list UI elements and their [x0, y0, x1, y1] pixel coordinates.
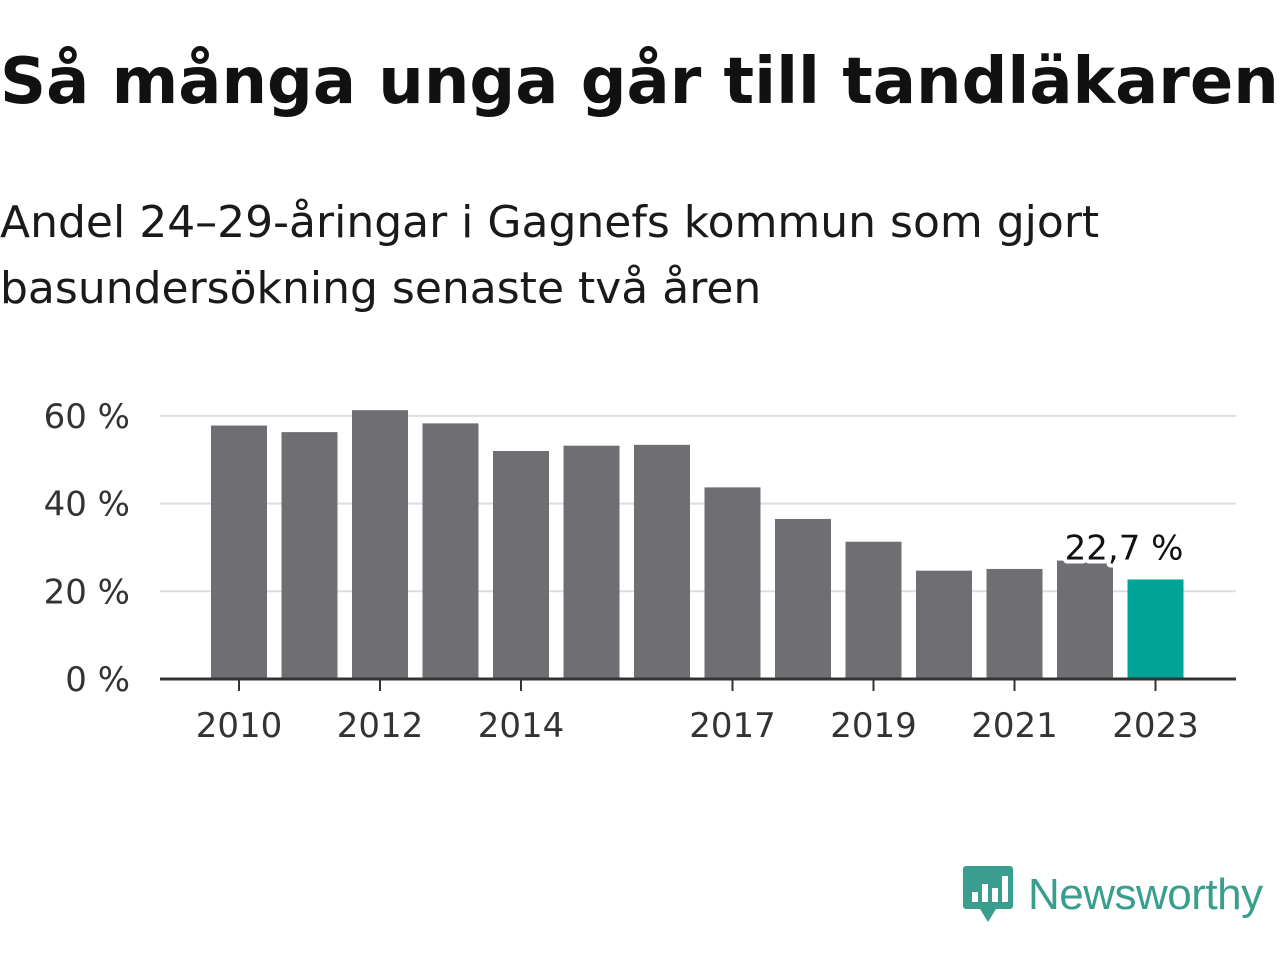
bar-2021	[986, 568, 1043, 679]
x-axis-ticks: 2010 2012 2014 2017 2019 2021 2023	[196, 679, 1199, 746]
bar-2017	[704, 487, 761, 679]
chart-title: Så många unga går till tandläkaren	[0, 45, 1279, 119]
bar-2015	[563, 445, 620, 679]
y-axis-ticks: 0 % 20 % 40 % 60 %	[44, 397, 130, 700]
x-tick-label: 2010	[196, 706, 283, 746]
bar-2012	[352, 410, 408, 679]
bar-2023	[1127, 579, 1184, 679]
bar-chart: 0 % 20 % 40 % 60 % 2010 2012 2014 2017 2019 2021…	[44, 397, 1236, 746]
y-tick-label: 0 %	[65, 660, 130, 700]
brand-logo: Newsworthy	[962, 862, 1263, 928]
bar-2016	[634, 444, 690, 679]
x-tick-label: 2017	[689, 706, 776, 746]
bar-2019	[845, 541, 902, 679]
bar-2010	[211, 425, 267, 679]
y-tick-label: 40 %	[44, 485, 130, 525]
bar-2018	[775, 518, 831, 679]
x-tick-label: 2021	[971, 706, 1058, 746]
bar-2014	[493, 450, 549, 679]
newsworthy-logo-icon	[963, 866, 1013, 922]
y-tick-label: 20 %	[44, 572, 130, 612]
x-tick-label: 2019	[830, 706, 917, 746]
x-tick-label: 2012	[337, 706, 424, 746]
grid-lines	[160, 414, 1236, 593]
bar-2020	[916, 570, 972, 679]
chart-subtitle: Andel 24–29-åringar i Gagnefs kommun som…	[0, 197, 1100, 314]
bar-2013	[422, 423, 479, 679]
x-tick-label: 2014	[478, 706, 565, 746]
brand-name: Newsworthy	[1028, 870, 1263, 919]
x-tick-label: 2023	[1112, 706, 1199, 746]
highlight-value-label: 22,7 %	[1065, 528, 1184, 568]
bar-2022	[1057, 560, 1113, 679]
data-labels: 22,7 %	[1061, 524, 1188, 572]
bar-2011	[281, 432, 338, 679]
bars	[211, 410, 1184, 679]
y-tick-label: 60 %	[44, 397, 130, 437]
